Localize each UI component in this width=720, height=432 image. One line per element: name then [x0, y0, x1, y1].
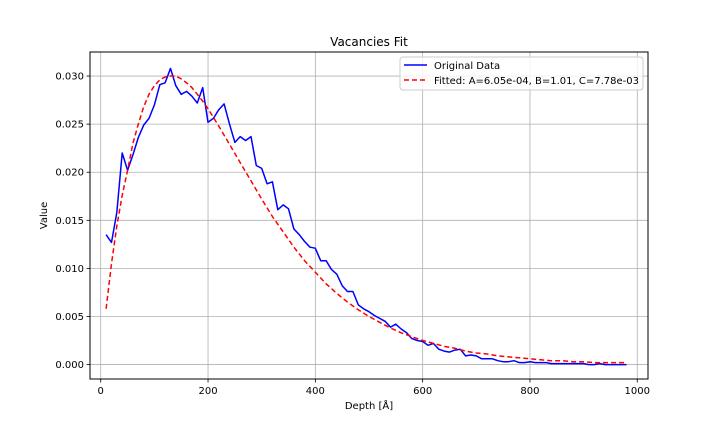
grid — [90, 52, 648, 379]
y-tick-label: 0.015 — [55, 216, 84, 227]
legend-box — [399, 56, 644, 91]
ticks: 0 200 400 600 800 1000 0.000 0.005 0.010 0.015 0.0… — [55, 72, 650, 397]
y-tick-label: 0.010 — [55, 264, 84, 275]
legend-label-original-data: Original Data — [434, 61, 500, 72]
series-line-fitted — [105, 75, 627, 364]
y-tick-label: 0.020 — [55, 168, 84, 179]
x-tick-label: 400 — [306, 386, 325, 397]
y-tick-label: 0.025 — [55, 120, 84, 131]
chart-title: Vacancies Fit — [330, 35, 408, 49]
series-layer — [105, 67, 627, 366]
legend-label-fitted: Fitted: A=6.05e-04, B=1.01, C=7.78e-03 — [434, 76, 639, 87]
legend: Original Data Fitted: A=6.05e-04, B=1.01… — [399, 56, 644, 91]
y-tick-label: 0.005 — [55, 312, 84, 323]
x-tick-label: 1000 — [625, 386, 650, 397]
y-tick-label: 0.000 — [55, 360, 84, 371]
y-axis-label: Value — [39, 202, 50, 229]
plot-frame — [89, 51, 649, 380]
y-tick-label: 0.030 — [55, 72, 84, 83]
x-tick-label: 0 — [98, 386, 104, 397]
series-line-original-data — [105, 67, 627, 366]
x-tick-label: 800 — [520, 386, 539, 397]
x-axis-label: Depth [Å] — [345, 399, 393, 412]
x-tick-label: 200 — [198, 386, 217, 397]
x-tick-label: 600 — [413, 386, 432, 397]
